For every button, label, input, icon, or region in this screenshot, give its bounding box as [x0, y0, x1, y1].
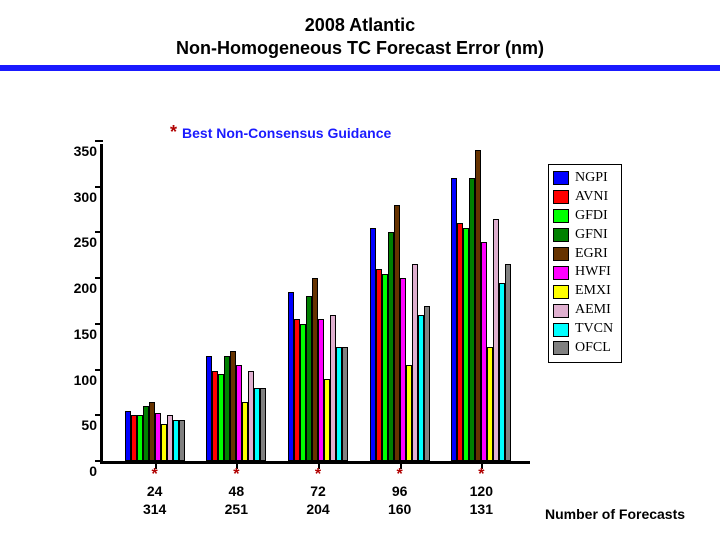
y-tick-label: 200 [74, 280, 97, 296]
legend: NGPIAVNIGFDIGFNIEGRIHWFIEMXIAEMITVCNOFCL [548, 164, 622, 363]
legend-swatch [553, 209, 569, 223]
x-tick-label: *24314 [135, 467, 175, 518]
legend-swatch [553, 171, 569, 185]
legend-swatch [553, 266, 569, 280]
legend-item: TVCN [553, 320, 613, 339]
legend-label: HWFI [575, 263, 611, 282]
legend-label: TVCN [575, 320, 613, 339]
y-tick-label: 150 [74, 326, 97, 342]
legend-swatch [553, 323, 569, 337]
bar-group [288, 278, 348, 461]
legend-item: AEMI [553, 301, 613, 320]
x-tick-label: *48251 [216, 467, 256, 518]
legend-item: HWFI [553, 263, 613, 282]
y-tick-label: 50 [81, 417, 97, 433]
x-tick-label: *96160 [380, 467, 420, 518]
bar-group [206, 351, 266, 461]
legend-item: AVNI [553, 188, 613, 207]
legend-label: EMXI [575, 282, 611, 301]
legend-label: EGRI [575, 245, 608, 264]
y-tick-label: 300 [74, 189, 97, 205]
legend-item: GFDI [553, 207, 613, 226]
bar-group [370, 205, 430, 461]
legend-swatch [553, 304, 569, 318]
legend-item: NGPI [553, 169, 613, 188]
y-tick-label: 0 [89, 463, 97, 479]
title-line2: Non-Homogeneous TC Forecast Error (nm) [0, 37, 720, 60]
bar [424, 306, 430, 461]
y-tick-label: 250 [74, 234, 97, 250]
bar [260, 388, 266, 461]
legend-label: AEMI [575, 301, 611, 320]
legend-label: NGPI [575, 169, 608, 188]
y-tick-label: 350 [74, 143, 97, 159]
bar [342, 347, 348, 461]
bar [505, 264, 511, 461]
bar-group [125, 402, 185, 461]
legend-swatch [553, 247, 569, 261]
legend-swatch [553, 190, 569, 204]
y-tick-label: 100 [74, 372, 97, 388]
legend-item: OFCL [553, 339, 613, 358]
x-tick-label: *72204 [298, 467, 338, 518]
legend-swatch [553, 285, 569, 299]
bar [179, 420, 185, 461]
legend-item: EMXI [553, 282, 613, 301]
legend-label: GFNI [575, 226, 608, 245]
legend-swatch [553, 228, 569, 242]
bar-group [451, 150, 511, 461]
x-tick-label: *120131 [461, 467, 501, 518]
legend-label: GFDI [575, 207, 608, 226]
legend-swatch [553, 341, 569, 355]
legend-item: GFNI [553, 226, 613, 245]
plot-area: 050100150200250300350*24314*48251*72204*… [100, 144, 530, 464]
legend-label: OFCL [575, 339, 611, 358]
title-line1: 2008 Atlantic [0, 14, 720, 37]
legend-item: EGRI [553, 245, 613, 264]
n-forecasts-label: Number of Forecasts [545, 506, 685, 522]
title-divider [0, 65, 720, 71]
legend-label: AVNI [575, 188, 608, 207]
